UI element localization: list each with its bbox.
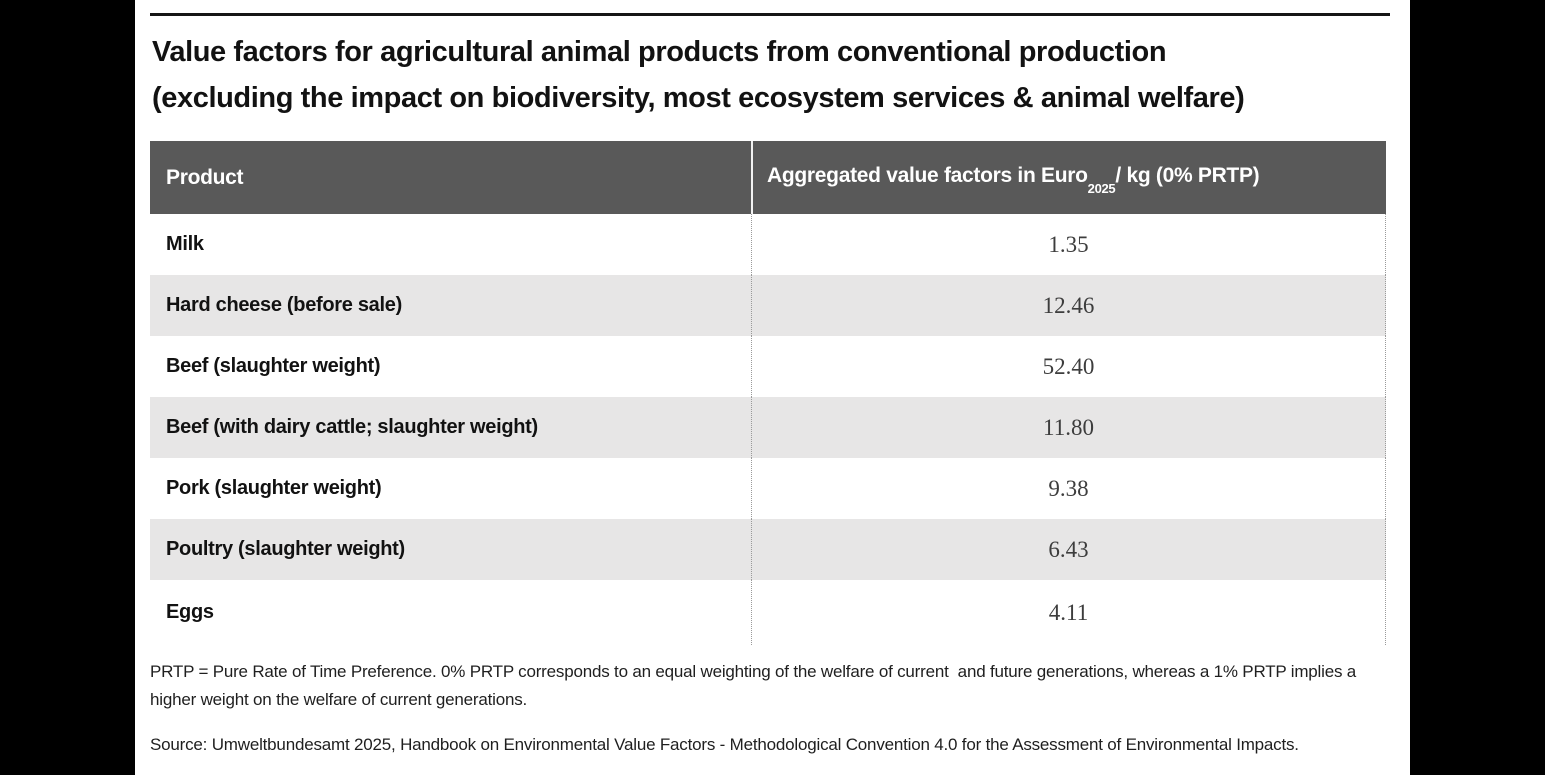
product-cell: Milk	[166, 233, 204, 255]
column-header-value-label: Aggregated value factors in Euro2025/ kg…	[767, 164, 1260, 195]
title-rule	[150, 13, 1390, 16]
slide-content: Value factors for agricultural animal pr…	[135, 0, 1410, 775]
product-cell: Hard cheese (before sale)	[166, 294, 402, 316]
product-cell: Eggs	[166, 601, 214, 623]
footnotes: PRTP = Pure Rate of Time Preference. 0% …	[150, 658, 1390, 759]
table-row: Hard cheese (before sale) 12.46	[150, 275, 1386, 336]
prtp-footnote: PRTP = Pure Rate of Time Preference. 0% …	[150, 662, 1361, 709]
table-row: Poultry (slaughter weight) 6.43	[150, 519, 1386, 580]
right-letterbox-bar	[1410, 0, 1545, 775]
value-cell: 1.35	[751, 214, 1386, 275]
page-title-line1: Value factors for agricultural animal pr…	[152, 36, 1167, 68]
table-row: Milk 1.35	[150, 214, 1386, 275]
product-cell: Poultry (slaughter weight)	[166, 538, 405, 560]
page-title-line2: (excluding the impact on biodiversity, m…	[152, 82, 1245, 114]
column-header-product: Product	[150, 141, 751, 214]
column-header-value: Aggregated value factors in Euro2025/ kg…	[751, 141, 1386, 214]
table-header-row: Product Aggregated value factors in Euro…	[150, 141, 1386, 214]
value-cell: 12.46	[751, 275, 1386, 336]
value-header-subscript: 2025	[1087, 180, 1116, 196]
table-row: Eggs 4.11	[150, 580, 1386, 645]
product-cell: Pork (slaughter weight)	[166, 477, 382, 499]
table-row: Pork (slaughter weight) 9.38	[150, 458, 1386, 519]
value-cell: 11.80	[751, 397, 1386, 458]
source-footnote: Source: Umweltbundesamt 2025, Handbook o…	[150, 735, 1299, 754]
table-row: Beef (with dairy cattle; slaughter weigh…	[150, 397, 1386, 458]
left-letterbox-bar	[0, 0, 135, 775]
product-cell: Beef (slaughter weight)	[166, 355, 381, 377]
table-row: Beef (slaughter weight) 52.40	[150, 336, 1386, 397]
value-cell: 9.38	[751, 458, 1386, 519]
value-factors-table: Product Aggregated value factors in Euro…	[150, 141, 1386, 645]
value-cell: 4.11	[751, 580, 1386, 645]
value-cell: 6.43	[751, 519, 1386, 580]
product-cell: Beef (with dairy cattle; slaughter weigh…	[166, 416, 538, 438]
value-header-prefix: Aggregated value factors in Euro	[767, 164, 1088, 188]
value-header-suffix: / kg (0% PRTP)	[1115, 164, 1260, 188]
column-header-product-label: Product	[166, 165, 244, 189]
page-title: Value factors for agricultural animal pr…	[152, 29, 1392, 121]
value-cell: 52.40	[751, 336, 1386, 397]
